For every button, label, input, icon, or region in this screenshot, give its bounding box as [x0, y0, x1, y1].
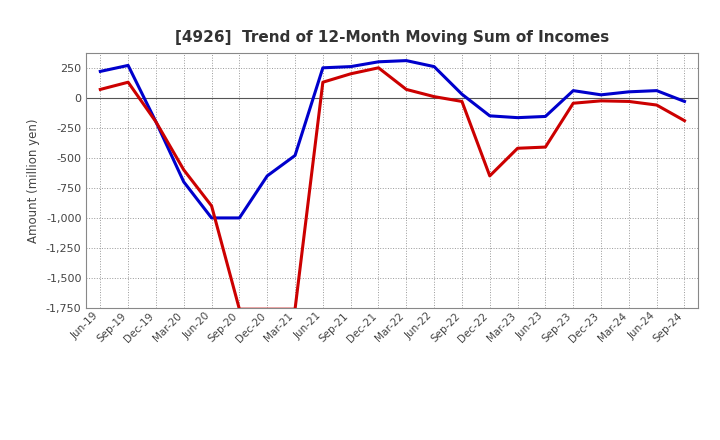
Line: Net Income: Net Income	[100, 68, 685, 309]
Net Income	[96, 87, 104, 92]
Ordinary Income	[318, 65, 327, 70]
Ordinary Income	[513, 115, 522, 120]
Title: [4926]  Trend of 12-Month Moving Sum of Incomes: [4926] Trend of 12-Month Moving Sum of I…	[175, 29, 610, 45]
Net Income	[485, 173, 494, 179]
Net Income	[458, 99, 467, 104]
Ordinary Income	[96, 69, 104, 74]
Net Income	[318, 80, 327, 85]
Net Income	[291, 307, 300, 312]
Net Income	[652, 103, 661, 108]
Net Income	[152, 119, 161, 125]
Net Income	[569, 101, 577, 106]
Ordinary Income	[346, 64, 355, 69]
Ordinary Income	[597, 92, 606, 98]
Ordinary Income	[152, 119, 161, 125]
Ordinary Income	[541, 114, 550, 119]
Y-axis label: Amount (million yen): Amount (million yen)	[27, 118, 40, 242]
Ordinary Income	[207, 215, 216, 220]
Net Income	[430, 94, 438, 99]
Ordinary Income	[652, 88, 661, 93]
Ordinary Income	[458, 92, 467, 97]
Ordinary Income	[291, 153, 300, 158]
Ordinary Income	[179, 179, 188, 184]
Net Income	[124, 80, 132, 85]
Net Income	[513, 146, 522, 151]
Net Income	[597, 98, 606, 103]
Net Income	[680, 118, 689, 123]
Net Income	[179, 167, 188, 172]
Net Income	[263, 307, 271, 312]
Net Income	[374, 65, 383, 70]
Net Income	[346, 71, 355, 77]
Ordinary Income	[485, 113, 494, 118]
Ordinary Income	[374, 59, 383, 64]
Ordinary Income	[624, 89, 633, 95]
Net Income	[541, 144, 550, 150]
Ordinary Income	[569, 88, 577, 93]
Net Income	[235, 307, 243, 312]
Ordinary Income	[402, 58, 410, 63]
Ordinary Income	[680, 99, 689, 104]
Ordinary Income	[124, 63, 132, 68]
Ordinary Income	[430, 64, 438, 69]
Net Income	[207, 203, 216, 209]
Line: Ordinary Income: Ordinary Income	[100, 61, 685, 218]
Net Income	[402, 87, 410, 92]
Net Income	[624, 99, 633, 104]
Ordinary Income	[235, 215, 243, 220]
Ordinary Income	[263, 173, 271, 179]
